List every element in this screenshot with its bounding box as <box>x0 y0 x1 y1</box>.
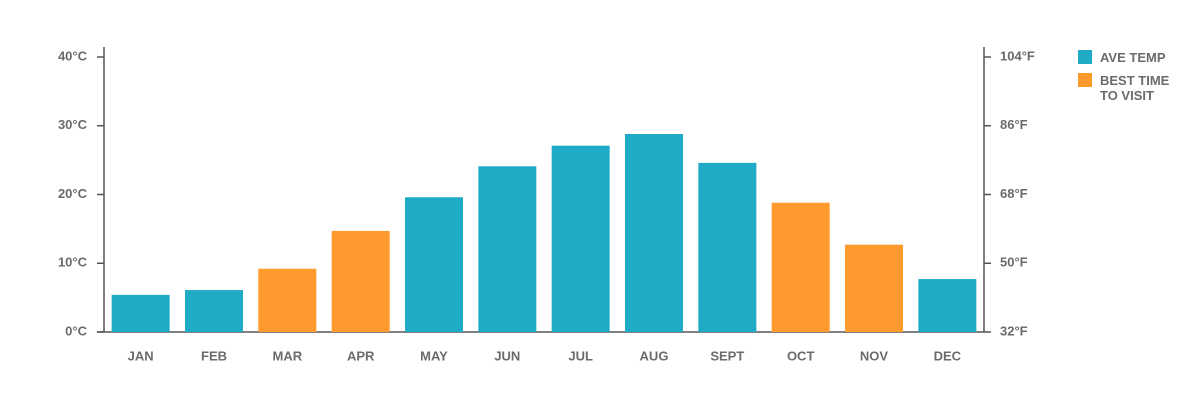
x-tick-label: AUG <box>640 348 669 363</box>
bar <box>698 162 757 332</box>
x-tick-label: OCT <box>787 348 815 363</box>
legend: AVE TEMP BEST TIME TO VISIT <box>1078 50 1188 111</box>
bar <box>331 230 390 332</box>
bar <box>625 134 683 332</box>
x-tick-label: APR <box>347 348 375 363</box>
x-tick-label: JAN <box>128 348 154 363</box>
x-tick-label: JUL <box>568 348 593 363</box>
y2-tick-label: 104°F <box>1000 48 1035 63</box>
bar <box>405 197 463 332</box>
bar <box>551 145 610 332</box>
y2-tick-label: 86°F <box>1000 117 1028 132</box>
y-tick-label: 40°C <box>58 48 88 63</box>
x-tick-label: MAY <box>420 348 448 363</box>
x-tick-label: NOV <box>860 348 889 363</box>
x-tick-label: SEPT <box>710 348 744 363</box>
bar <box>111 294 170 332</box>
y2-tick-label: 32°F <box>1000 323 1028 338</box>
bar <box>258 268 317 332</box>
x-tick-label: FEB <box>201 348 227 363</box>
legend-label: AVE TEMP <box>1100 50 1166 65</box>
y-tick-label: 20°C <box>58 186 88 201</box>
legend-item: BEST TIME TO VISIT <box>1078 73 1188 103</box>
y2-tick-label: 68°F <box>1000 186 1028 201</box>
y-tick-label: 30°C <box>58 117 88 132</box>
legend-swatch <box>1078 73 1092 87</box>
bar <box>771 202 830 332</box>
legend-label: BEST TIME TO VISIT <box>1100 73 1170 103</box>
x-tick-label: JUN <box>494 348 520 363</box>
y-tick-label: 10°C <box>58 255 88 270</box>
x-tick-label: DEC <box>934 348 962 363</box>
y-tick-label: 0°C <box>65 323 87 338</box>
x-tick-label: MAR <box>273 348 303 363</box>
bar <box>478 166 537 332</box>
legend-item: AVE TEMP <box>1078 50 1188 65</box>
bar <box>918 279 977 332</box>
legend-swatch <box>1078 50 1092 64</box>
bar <box>185 290 243 332</box>
y2-tick-label: 50°F <box>1000 255 1028 270</box>
bar <box>845 244 903 332</box>
